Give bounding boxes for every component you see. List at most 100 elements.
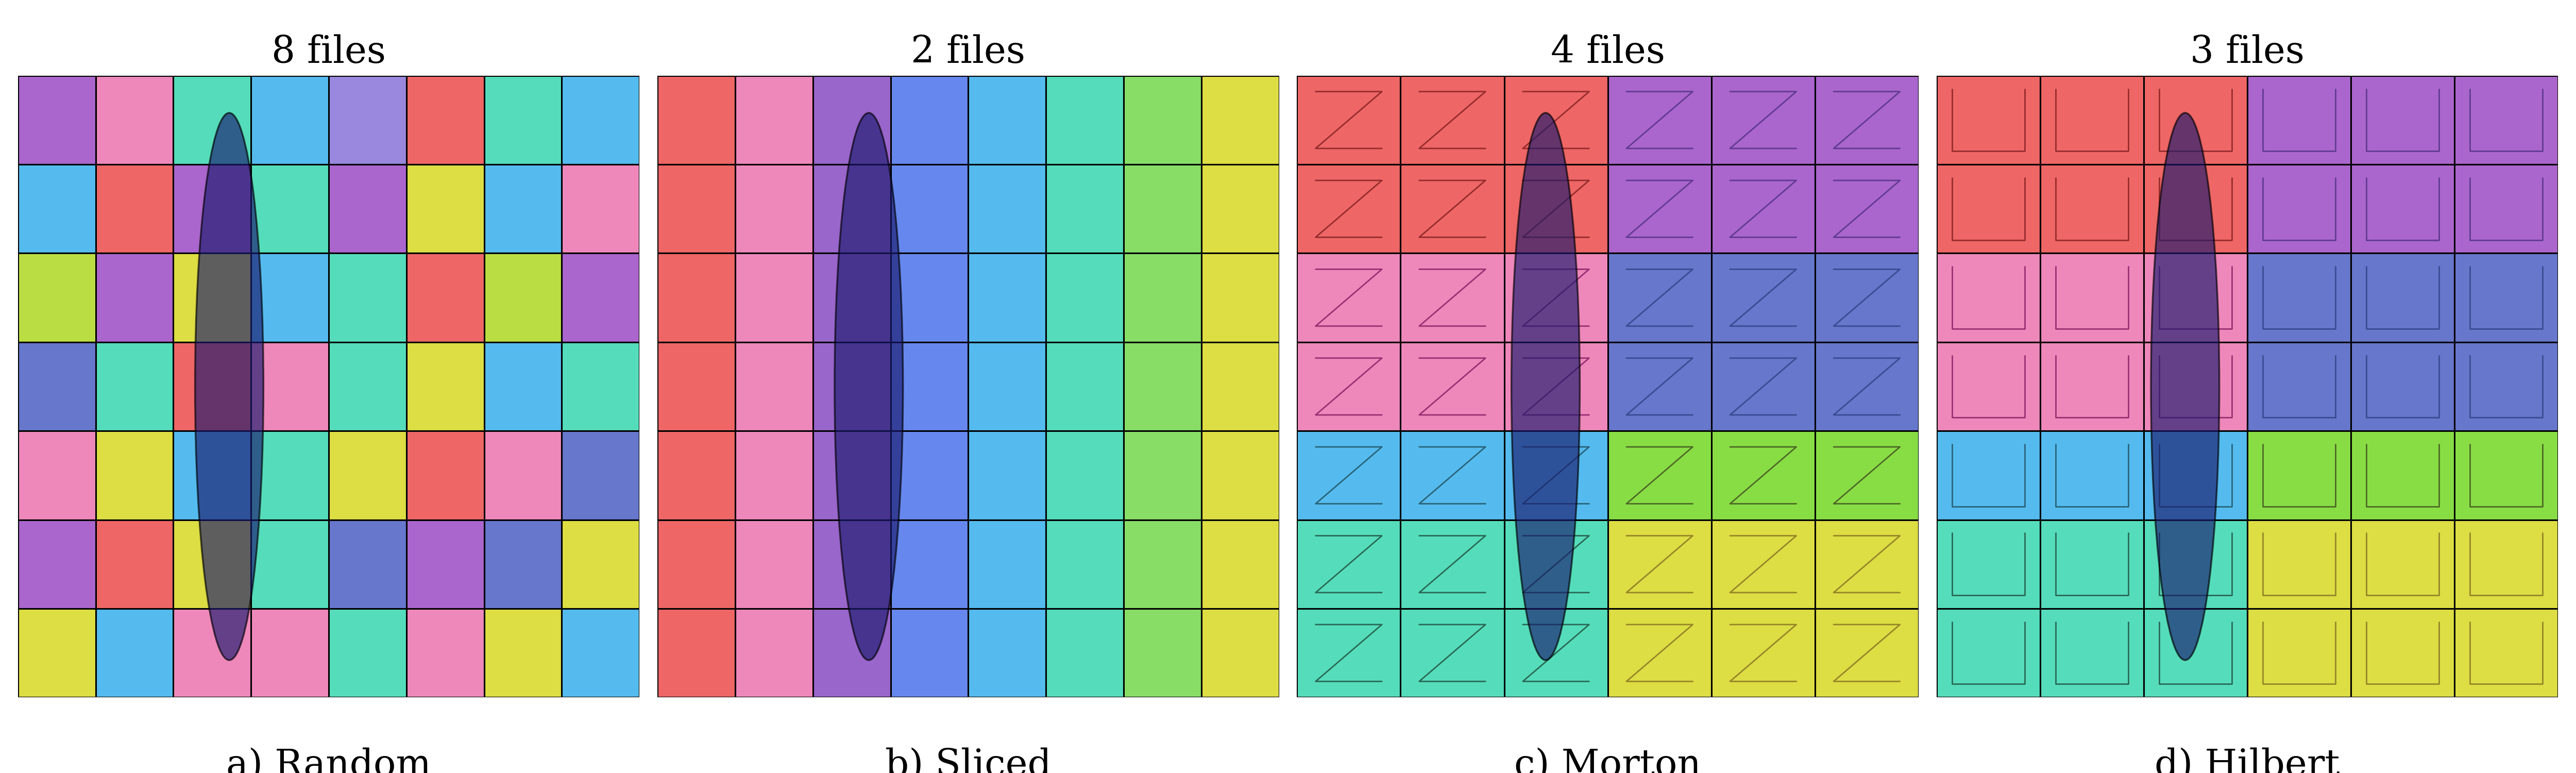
Bar: [1816, 519, 1919, 608]
Bar: [18, 431, 95, 519]
Bar: [1123, 342, 1200, 431]
Bar: [2040, 608, 2143, 697]
Bar: [407, 165, 484, 254]
Title: 2 files: 2 files: [912, 34, 1025, 70]
Bar: [95, 254, 173, 342]
Bar: [330, 608, 407, 697]
Bar: [1200, 431, 1280, 519]
Bar: [1504, 608, 1607, 697]
Bar: [95, 165, 173, 254]
Bar: [2040, 519, 2143, 608]
Bar: [969, 519, 1046, 608]
Bar: [2040, 254, 2143, 342]
Bar: [18, 254, 95, 342]
Bar: [18, 608, 95, 697]
Bar: [1123, 431, 1200, 519]
Bar: [657, 608, 734, 697]
Bar: [330, 76, 407, 165]
Bar: [484, 254, 562, 342]
Bar: [734, 608, 814, 697]
Bar: [1046, 342, 1123, 431]
Bar: [2143, 431, 2246, 519]
Bar: [173, 254, 250, 342]
Bar: [562, 608, 639, 697]
Title: 8 files: 8 files: [270, 34, 386, 70]
Bar: [1296, 76, 1401, 165]
Bar: [1710, 76, 1816, 165]
Bar: [1401, 431, 1504, 519]
Bar: [250, 254, 330, 342]
Bar: [330, 519, 407, 608]
Bar: [2455, 254, 2558, 342]
Bar: [1816, 608, 1919, 697]
Bar: [1504, 76, 1607, 165]
Bar: [969, 254, 1046, 342]
Bar: [2246, 76, 2352, 165]
Bar: [1710, 519, 1816, 608]
Bar: [2246, 254, 2352, 342]
Bar: [2352, 76, 2455, 165]
Bar: [2143, 608, 2246, 697]
Bar: [1607, 254, 1710, 342]
Bar: [891, 342, 969, 431]
Bar: [814, 431, 891, 519]
Bar: [1123, 165, 1200, 254]
Bar: [1816, 342, 1919, 431]
Bar: [1816, 76, 1919, 165]
Bar: [18, 519, 95, 608]
Bar: [814, 76, 891, 165]
Bar: [95, 519, 173, 608]
Bar: [173, 431, 250, 519]
Bar: [657, 519, 734, 608]
Bar: [330, 431, 407, 519]
Bar: [2352, 254, 2455, 342]
Title: 3 files: 3 files: [2190, 34, 2306, 70]
Bar: [891, 76, 969, 165]
Bar: [891, 165, 969, 254]
Bar: [657, 165, 734, 254]
Bar: [2040, 76, 2143, 165]
Bar: [734, 76, 814, 165]
Bar: [250, 165, 330, 254]
Bar: [407, 608, 484, 697]
Bar: [95, 342, 173, 431]
Bar: [1200, 254, 1280, 342]
Bar: [2246, 608, 2352, 697]
Bar: [2040, 431, 2143, 519]
Bar: [1401, 608, 1504, 697]
Bar: [1296, 165, 1401, 254]
Bar: [734, 254, 814, 342]
Bar: [2455, 431, 2558, 519]
Bar: [1710, 165, 1816, 254]
Bar: [484, 431, 562, 519]
Bar: [1937, 342, 2040, 431]
Bar: [2143, 254, 2246, 342]
Bar: [562, 165, 639, 254]
Bar: [891, 519, 969, 608]
Bar: [562, 431, 639, 519]
Bar: [2455, 76, 2558, 165]
Bar: [484, 342, 562, 431]
Bar: [1607, 342, 1710, 431]
Bar: [2246, 165, 2352, 254]
Bar: [657, 431, 734, 519]
Bar: [484, 76, 562, 165]
Bar: [1123, 76, 1200, 165]
Bar: [1401, 76, 1504, 165]
Bar: [1046, 519, 1123, 608]
Bar: [1296, 608, 1401, 697]
Bar: [2040, 165, 2143, 254]
Bar: [1200, 608, 1280, 697]
Bar: [18, 342, 95, 431]
Bar: [250, 519, 330, 608]
Bar: [562, 254, 639, 342]
Bar: [1296, 342, 1401, 431]
Bar: [2040, 342, 2143, 431]
Bar: [562, 76, 639, 165]
Bar: [1937, 608, 2040, 697]
Bar: [1123, 519, 1200, 608]
Bar: [1937, 254, 2040, 342]
Bar: [562, 519, 639, 608]
Bar: [1046, 254, 1123, 342]
Bar: [1504, 165, 1607, 254]
